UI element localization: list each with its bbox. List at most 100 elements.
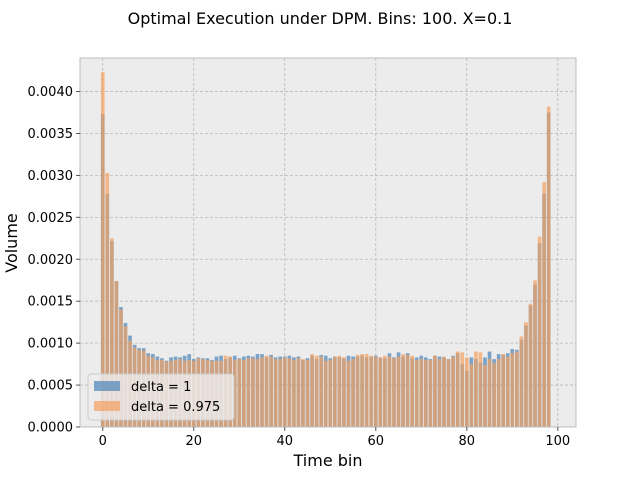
x-tick-label: 80 [459, 434, 476, 449]
bar [533, 280, 537, 427]
bar [505, 356, 510, 427]
x-tick-label: 20 [185, 434, 202, 449]
bar [278, 359, 283, 427]
bar [319, 356, 323, 427]
bar [114, 281, 119, 427]
bar [383, 355, 387, 427]
y-tick-label: 0.0035 [28, 127, 74, 142]
bar [496, 359, 501, 427]
bar [373, 356, 378, 427]
bar [414, 359, 419, 427]
bar [483, 364, 487, 427]
y-tick-label: 0.0025 [28, 211, 74, 226]
bar [392, 358, 396, 427]
bar [360, 354, 364, 427]
bar [546, 106, 551, 428]
ticks: 0.0000 0.0005 0.0010 0.0015 0.0020 0.0025 0.00… [28, 85, 571, 449]
bar [301, 359, 305, 427]
bar [524, 322, 528, 427]
bar [369, 355, 374, 427]
bar [237, 359, 242, 427]
legend-box [87, 373, 235, 421]
bar [287, 358, 292, 427]
legend-swatch [94, 381, 120, 391]
bar [328, 359, 333, 427]
bar [346, 360, 351, 427]
bar [314, 355, 319, 427]
bar [442, 356, 446, 427]
bar [119, 309, 123, 427]
y-axis-label: Volume [2, 213, 21, 273]
bar [405, 354, 410, 427]
bar [455, 351, 460, 427]
bar [351, 359, 355, 427]
bar [474, 351, 478, 427]
bar [433, 355, 437, 427]
y-tick-label: 0.0005 [28, 379, 74, 394]
x-tick-label: 40 [276, 434, 293, 449]
bar [428, 359, 433, 427]
bar [292, 359, 296, 427]
y-tick-label: 0.0010 [28, 337, 74, 352]
bar [337, 355, 342, 427]
bar [487, 359, 492, 427]
legend: delta = 1 delta = 0.975 [87, 373, 235, 421]
y-tick-label: 0.0000 [28, 421, 74, 436]
legend-label: delta = 0.975 [131, 400, 220, 415]
bar [396, 356, 401, 427]
bar [478, 352, 483, 427]
bar [241, 359, 246, 427]
bar [501, 354, 506, 427]
y-tick-label: 0.0040 [28, 85, 74, 100]
bar [273, 359, 278, 427]
bar [305, 359, 310, 427]
bar [460, 352, 465, 427]
bar [246, 358, 251, 427]
x-tick-label: 60 [368, 434, 385, 449]
bar [255, 359, 260, 427]
bar [232, 359, 237, 427]
bar [342, 357, 346, 427]
bar [333, 356, 337, 427]
legend-label: delta = 1 [131, 380, 191, 395]
bar [296, 358, 301, 427]
bar [323, 360, 328, 427]
x-tick-label: 100 [545, 434, 570, 449]
bar [387, 356, 392, 427]
y-tick-label: 0.0020 [28, 253, 74, 268]
bar [260, 357, 264, 427]
bar [364, 354, 369, 427]
bar [310, 354, 314, 427]
bar [528, 303, 533, 427]
y-tick-label: 0.0030 [28, 169, 74, 184]
bar [269, 356, 273, 427]
plot-frame [79, 57, 577, 428]
bar [264, 355, 269, 427]
bar [378, 357, 383, 427]
bar [424, 359, 428, 427]
y-tick-label: 0.0015 [28, 295, 74, 310]
bar [515, 351, 519, 427]
bar [251, 358, 255, 427]
bar [355, 354, 360, 427]
legend-swatch [94, 401, 120, 411]
bar [419, 359, 424, 427]
bar [519, 336, 524, 427]
x-tick-label: 0 [99, 434, 107, 449]
bar [451, 356, 455, 427]
bar [492, 363, 496, 427]
bar [282, 357, 287, 427]
bar [410, 355, 415, 427]
bar [469, 364, 474, 427]
bar [510, 353, 515, 427]
bar [464, 357, 469, 427]
bar [401, 354, 405, 427]
bar [446, 359, 451, 427]
bar [437, 359, 442, 427]
chart-title: Optimal Execution under DPM. Bins: 100. … [128, 9, 513, 28]
bar [105, 172, 110, 427]
bar [110, 238, 114, 427]
bar [100, 72, 105, 427]
bar [542, 182, 546, 427]
